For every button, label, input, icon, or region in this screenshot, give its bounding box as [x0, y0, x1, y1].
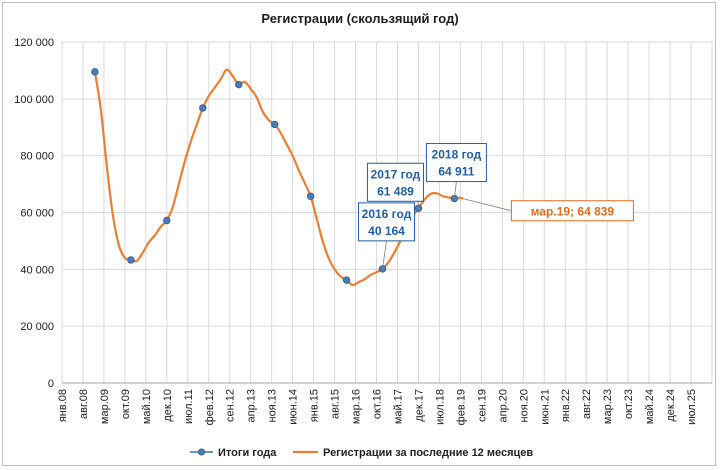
x-tick-label: сен.12 [225, 389, 237, 422]
legend-label: Итоги года [218, 447, 277, 459]
x-tick-label: янв.22 [560, 389, 572, 422]
callout-text: 2016 год [362, 207, 412, 221]
x-tick-label: апр.13 [246, 389, 258, 422]
callout-box [358, 202, 416, 242]
x-tick-label: май.17 [392, 389, 404, 424]
data-point-marker [235, 80, 243, 89]
x-tick-label: окт.09 [120, 389, 132, 419]
annotation-callout: 2018 год 64 911 [425, 143, 487, 199]
x-tick-label: янв.15 [309, 389, 321, 422]
annotation-callout: 2017 год 61 489 [366, 162, 424, 209]
y-tick-label: 20 000 [20, 321, 54, 333]
callout-box [366, 162, 424, 202]
annotations: 2016 год 40 164 2017 год 61 489 2018 год 64 9… [358, 143, 634, 269]
x-tick-label: авг.08 [78, 389, 90, 419]
callout-leader [463, 198, 512, 212]
x-tick-label: июн.14 [288, 389, 300, 425]
y-tick-label: 40 000 [20, 264, 54, 276]
x-tick-label: ноя.20 [518, 389, 530, 422]
data-point-marker [127, 256, 135, 264]
callout-text: 40 164 [368, 224, 405, 238]
callout-leader [453, 181, 457, 199]
y-tick-label: 0 [48, 378, 54, 390]
y-tick-label: 120 000 [14, 37, 54, 49]
x-tick-label: дек.10 [162, 389, 174, 422]
callout-text: мар.19; 64 839 [531, 205, 615, 219]
x-tick-label: июл.18 [434, 389, 446, 425]
chart-title: Регистрации (скользящий год) [261, 11, 458, 26]
data-point-marker [270, 120, 279, 129]
x-tick-label: окт.23 [623, 389, 635, 419]
callout-box [510, 200, 634, 222]
data-point-marker [199, 104, 207, 112]
x-tick-label: апр.20 [497, 389, 509, 422]
x-tick-label: дек.24 [665, 389, 677, 422]
x-tick-label: июл.25 [686, 389, 698, 425]
y-tick-label: 80 000 [20, 151, 54, 163]
x-tick-label: окт.16 [372, 389, 384, 419]
data-point-marker [91, 68, 99, 76]
x-tick-label: сен.19 [476, 389, 488, 422]
y-tick-label: 100 000 [14, 94, 54, 106]
x-tick-label: май.24 [644, 389, 656, 424]
callout-text: 64 911 [438, 165, 474, 179]
y-tick-label: 60 000 [20, 208, 54, 220]
x-tick-label: авг.15 [330, 389, 342, 419]
x-tick-label: мар.16 [351, 389, 363, 424]
y-axis-ticks: 0 20 000 40 000 60 000 80 000 100 000 120 000 [14, 37, 54, 390]
legend-marker [198, 448, 205, 456]
x-tick-label: фев.19 [455, 389, 467, 425]
x-tick-label: ноя.13 [267, 389, 279, 422]
x-tick-label: май.10 [141, 389, 153, 424]
callout-leader [382, 240, 387, 269]
callout-box [425, 143, 487, 183]
x-tick-label: июн.21 [539, 389, 551, 425]
x-tick-label: фев.12 [204, 389, 216, 425]
data-point-marker [306, 192, 315, 201]
x-axis-ticks: янв.08 авг.08 мар.09 окт.09 май.10 дек.10 июл.… [57, 389, 698, 425]
legend-label: Регистрации за последние 12 месяцев [323, 447, 533, 459]
x-tick-label: июл.11 [183, 389, 195, 424]
callout-text: 61 489 [377, 184, 414, 198]
x-tick-label: янв.08 [57, 389, 69, 422]
annotation-callout: мар.19; 64 839 [463, 198, 634, 222]
data-point-marker [163, 216, 171, 225]
data-point-marker [342, 276, 351, 284]
x-tick-label: мар.23 [602, 389, 614, 424]
x-tick-label: мар.09 [99, 389, 111, 424]
x-tick-label: дек.17 [413, 389, 425, 422]
callout-text: 2018 год [432, 148, 482, 162]
annotation-callout: 2016 год 40 164 [358, 202, 416, 269]
callout-leader [417, 201, 419, 209]
x-tick-label: авг.22 [581, 389, 593, 419]
legend: Итоги года Регистрации за последние 12 ме… [190, 447, 533, 459]
callout-text: 2017 год [371, 167, 421, 181]
